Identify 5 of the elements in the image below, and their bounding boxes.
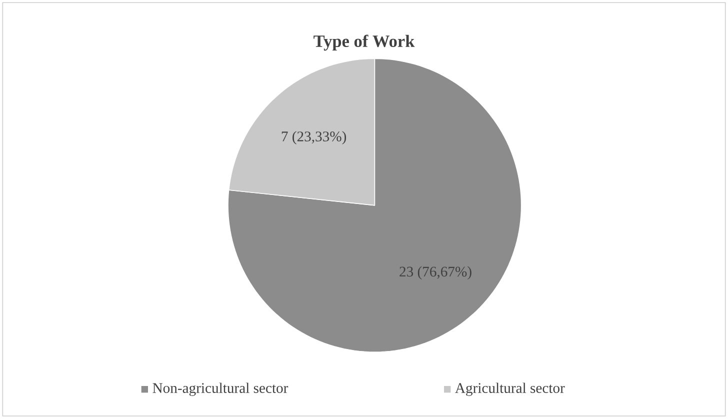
chart-title: Type of Work [314,34,415,51]
data-label: 23 (76,67%) [400,266,472,280]
data-label: 7 (23,33%) [282,131,346,145]
legend-label: Agricultural sector [455,382,565,396]
legend-label: Non-agricultural sector [152,382,288,396]
